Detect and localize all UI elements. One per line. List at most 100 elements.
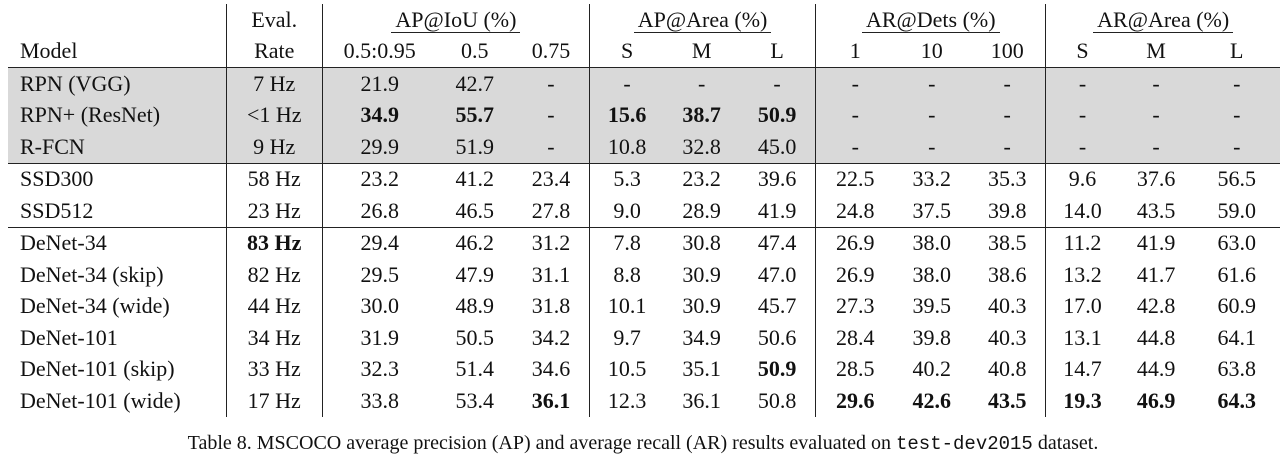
metric-cell: 39.8	[912, 324, 951, 350]
header-col: M	[664, 35, 739, 68]
metric-cell: 9.7	[613, 324, 641, 350]
metric-cell: 13.2	[1063, 261, 1102, 287]
metric-cell: 30.8	[664, 226, 739, 259]
metric-cell: 19.3	[1063, 387, 1102, 413]
metric-cell: 63.0	[1193, 226, 1280, 259]
metric-cell: -	[1193, 67, 1280, 100]
metric-cell: 48.9	[455, 293, 495, 319]
metric-cell: 40.3	[969, 322, 1047, 354]
metric-cell: 40.8	[969, 353, 1047, 385]
metric-cell: 32.8	[664, 131, 739, 163]
metric-cell: 51.4	[455, 356, 495, 382]
metric-cell: -	[664, 67, 739, 100]
metric-cell: 31.1	[513, 259, 590, 291]
caption-text-end: dataset.	[1032, 432, 1099, 454]
rate-cell: 83 Hz	[226, 226, 323, 259]
metric-cell: 15.6	[589, 99, 665, 131]
header-rate: Rate	[226, 35, 323, 68]
metric-cell: 44.9	[1136, 356, 1176, 382]
metric-cell: -	[1045, 99, 1119, 131]
model-name-cell: DeNet-101 (skip)	[8, 353, 227, 385]
metric-cell: -	[513, 131, 590, 163]
metric-cell: 55.7	[436, 99, 513, 131]
header-group-ar-dets: AR@Dets (%)	[815, 4, 1047, 36]
caption-dataset-code: test-dev2015	[896, 433, 1033, 455]
metric-cell: 40.3	[969, 290, 1047, 322]
metric-cell: 29.6	[836, 387, 875, 413]
metric-cell: 26.9	[836, 261, 875, 287]
metric-cell: 31.9	[360, 324, 399, 350]
rate-cell: 9 Hz	[226, 131, 323, 163]
header-col: 0.5	[436, 35, 513, 68]
table-row: DeNet-34 83 Hz 29.4 46.2 31.2 7.8 30.8 47.4 26.9…	[8, 226, 1280, 259]
table-body: RPN (VGG) 7 Hz 21.9 42.7- - - - - - - - - - RPN+ (Res…	[8, 67, 1280, 417]
metric-cell: -	[815, 131, 895, 163]
metric-cell: 50.8	[738, 385, 817, 417]
metric-cell: -	[894, 99, 970, 131]
caption-text: Table 8. MSCOCO average precision (AP) a…	[187, 432, 896, 454]
metric-cell: 39.8	[969, 195, 1047, 227]
header-eval: Eval.	[226, 4, 323, 36]
metric-cell: 51.9	[436, 131, 513, 163]
header-row-1: Eval. AP@IoU (%) AP@Area (%) AR@Dets (%)…	[8, 4, 1280, 36]
metric-cell: -	[589, 67, 665, 100]
metric-cell: 7.8	[589, 226, 665, 259]
header-col: S	[589, 35, 665, 68]
model-name-cell: R-FCN	[8, 131, 227, 163]
metric-cell: 9.0	[613, 197, 641, 223]
model-name-cell: DeNet-101	[8, 322, 227, 354]
metric-cell: -	[969, 67, 1047, 100]
table-row: DeNet-34 (skip) 82 Hz 29.5 47.9 31.1 8.8 30.9 4…	[8, 259, 1280, 291]
metric-cell: 33.8	[360, 387, 399, 413]
metric-cell: -	[894, 131, 970, 163]
metric-cell: 34.2	[513, 322, 590, 354]
metric-cell: 33.2	[894, 162, 970, 195]
table-caption: Table 8. MSCOCO average precision (AP) a…	[0, 432, 1286, 455]
metric-cell: 30.9	[682, 293, 721, 319]
metric-cell: 36.1	[682, 387, 721, 413]
metric-cell: 22.5	[815, 162, 895, 195]
metric-cell: 29.5	[360, 261, 399, 287]
rate-cell: 58 Hz	[226, 162, 323, 195]
metric-cell: 43.5	[969, 385, 1047, 417]
table-row: DeNet-34 (wide) 44 Hz 30.0 48.9 31.8 10.1 30.9…	[8, 290, 1280, 322]
metric-cell: 9.6	[1045, 162, 1119, 195]
metric-cell: 42.6	[912, 387, 951, 413]
metric-cell: 56.5	[1193, 162, 1280, 195]
metric-cell: -	[1045, 67, 1119, 100]
metric-cell: 47.9	[455, 261, 495, 287]
metric-cell: 30.0	[360, 293, 399, 319]
table-row: DeNet-101 (wide) 17 Hz 33.8 53.4 36.1 12.3 36.…	[8, 385, 1280, 417]
metric-cell: 37.6	[1118, 162, 1194, 195]
metric-cell: 12.3	[607, 387, 647, 413]
metric-cell: 47.4	[738, 226, 817, 259]
metric-cell: 23.4	[513, 162, 590, 195]
metric-cell: 40.2	[912, 356, 951, 382]
metric-cell: 29.4	[322, 226, 437, 259]
model-name-cell: DeNet-34 (wide)	[8, 290, 227, 322]
header-col: S	[1045, 35, 1119, 68]
metric-cell: 46.2	[436, 226, 513, 259]
header-model: Model	[8, 35, 227, 68]
metric-cell: 35.3	[969, 162, 1047, 195]
metric-cell: 42.8	[1136, 293, 1176, 319]
metric-cell: 14.7	[1063, 356, 1102, 382]
model-name-cell: DeNet-34	[8, 226, 227, 259]
metric-cell: -	[1118, 99, 1194, 131]
rate-cell: <1 Hz	[226, 99, 323, 131]
metric-cell: 36.1	[513, 385, 590, 417]
metric-cell: 34.9	[682, 324, 721, 350]
header-blank	[8, 4, 227, 36]
table-row: SSD300 58 Hz 23.2 41.2 23.4 5.3 23.2 39.6 22.5 33…	[8, 162, 1280, 195]
metric-cell: 45.7	[738, 290, 817, 322]
table-row: DeNet-101 34 Hz 31.9 50.5 34.2 9.7 34.9 50.6 28.…	[8, 322, 1280, 354]
metric-cell: 41.7	[1136, 261, 1176, 287]
metric-cell: 17.0	[1063, 293, 1102, 319]
header-col: L	[738, 35, 817, 68]
metric-cell: -	[513, 99, 590, 131]
metric-cell: 39.6	[738, 162, 817, 195]
metric-cell: 45.0	[738, 131, 817, 163]
metric-cell: 46.5	[455, 197, 495, 223]
metric-cell: 39.5	[912, 293, 951, 319]
model-name-cell: DeNet-101 (wide)	[8, 385, 227, 417]
